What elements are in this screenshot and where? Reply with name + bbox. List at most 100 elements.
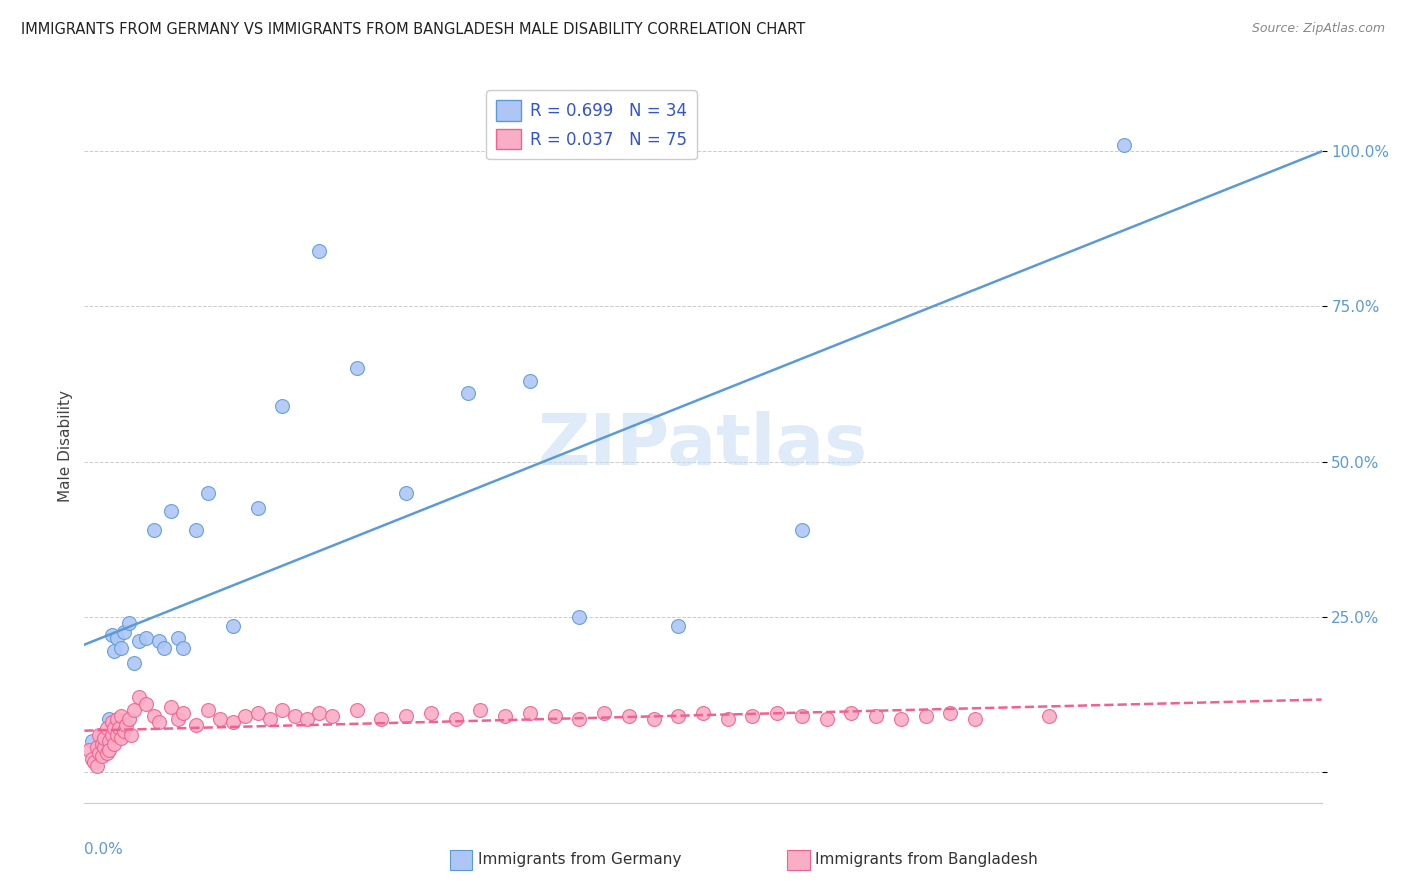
- Point: [1038, 709, 1060, 723]
- Point: [346, 361, 368, 376]
- Point: [86, 739, 108, 754]
- Point: [122, 703, 145, 717]
- Point: [148, 715, 170, 730]
- Point: [86, 743, 108, 757]
- Point: [103, 737, 125, 751]
- Point: [105, 712, 128, 726]
- Point: [98, 733, 121, 747]
- Point: [865, 709, 887, 723]
- Point: [98, 712, 121, 726]
- Point: [90, 727, 112, 741]
- Point: [209, 712, 232, 726]
- Point: [120, 727, 142, 741]
- Point: [395, 709, 418, 723]
- Text: ZIPatlas: ZIPatlas: [538, 411, 868, 481]
- Point: [90, 737, 112, 751]
- Point: [914, 709, 936, 723]
- Text: IMMIGRANTS FROM GERMANY VS IMMIGRANTS FROM BANGLADESH MALE DISABILITY CORRELATIO: IMMIGRANTS FROM GERMANY VS IMMIGRANTS FR…: [21, 22, 806, 37]
- Point: [444, 712, 467, 726]
- Point: [890, 712, 912, 726]
- Point: [100, 715, 122, 730]
- Point: [172, 706, 194, 720]
- Point: [184, 523, 207, 537]
- Point: [105, 727, 128, 741]
- Point: [457, 386, 479, 401]
- Point: [128, 690, 150, 705]
- Point: [90, 749, 112, 764]
- Point: [93, 739, 115, 754]
- Point: [167, 632, 190, 646]
- Point: [790, 709, 813, 723]
- Point: [142, 709, 165, 723]
- Point: [96, 722, 118, 736]
- Point: [80, 752, 103, 766]
- Point: [160, 699, 183, 714]
- Point: [83, 756, 105, 770]
- Point: [93, 731, 115, 745]
- Point: [259, 712, 281, 726]
- Point: [717, 712, 740, 726]
- Point: [172, 640, 194, 655]
- Point: [222, 715, 245, 730]
- Point: [494, 709, 516, 723]
- Point: [89, 746, 111, 760]
- Point: [135, 632, 157, 646]
- Point: [841, 706, 863, 720]
- Point: [197, 485, 219, 500]
- Point: [543, 709, 565, 723]
- Point: [519, 706, 541, 720]
- Point: [142, 523, 165, 537]
- Point: [184, 718, 207, 732]
- Point: [666, 619, 689, 633]
- Point: [271, 703, 294, 717]
- Point: [568, 712, 591, 726]
- Point: [118, 712, 141, 726]
- Point: [110, 709, 132, 723]
- Point: [593, 706, 616, 720]
- Point: [395, 485, 418, 500]
- Point: [115, 718, 138, 732]
- Point: [965, 712, 987, 726]
- Point: [79, 743, 101, 757]
- Point: [112, 625, 135, 640]
- Point: [93, 737, 115, 751]
- Point: [271, 399, 294, 413]
- Point: [98, 743, 121, 757]
- Point: [103, 722, 125, 736]
- Point: [790, 523, 813, 537]
- Legend: R = 0.699   N = 34, R = 0.037   N = 75: R = 0.699 N = 34, R = 0.037 N = 75: [486, 90, 697, 160]
- Point: [197, 703, 219, 717]
- Point: [766, 706, 789, 720]
- Point: [118, 615, 141, 630]
- Point: [89, 727, 111, 741]
- Text: Source: ZipAtlas.com: Source: ZipAtlas.com: [1251, 22, 1385, 36]
- Point: [246, 706, 269, 720]
- Point: [222, 619, 245, 633]
- Point: [666, 709, 689, 723]
- Point: [815, 712, 838, 726]
- Point: [519, 374, 541, 388]
- Point: [370, 712, 392, 726]
- Point: [110, 640, 132, 655]
- Y-axis label: Male Disability: Male Disability: [58, 390, 73, 502]
- Point: [100, 727, 122, 741]
- Point: [617, 709, 640, 723]
- Point: [167, 712, 190, 726]
- Point: [470, 703, 492, 717]
- Point: [321, 709, 343, 723]
- Point: [643, 712, 665, 726]
- Text: 0.0%: 0.0%: [84, 842, 124, 857]
- Point: [233, 709, 256, 723]
- Point: [135, 697, 157, 711]
- Point: [308, 706, 330, 720]
- Point: [112, 724, 135, 739]
- Point: [96, 746, 118, 760]
- Point: [103, 644, 125, 658]
- Point: [105, 632, 128, 646]
- Point: [1112, 138, 1135, 153]
- Point: [108, 722, 131, 736]
- Point: [741, 709, 763, 723]
- Point: [568, 609, 591, 624]
- Point: [284, 709, 307, 723]
- Point: [419, 706, 441, 720]
